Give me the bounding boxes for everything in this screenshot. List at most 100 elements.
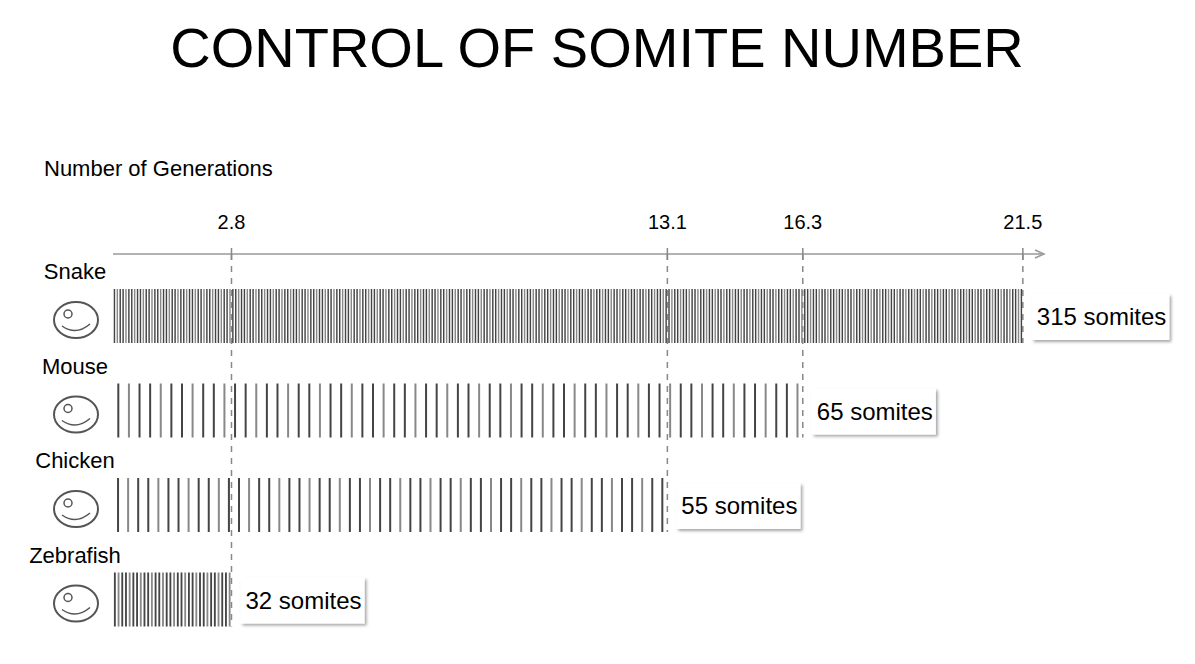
- somite-stripe: [995, 289, 996, 343]
- somite-stripe: [203, 289, 204, 343]
- somite-stripe: [712, 384, 714, 438]
- somite-stripe: [316, 289, 317, 343]
- somite-stripe: [974, 289, 975, 343]
- icon-detail: [62, 608, 90, 615]
- somite-stripe: [322, 289, 323, 343]
- somite-stripe: [530, 289, 531, 343]
- somite-stripe: [414, 384, 416, 438]
- somite-stripe: [700, 289, 701, 343]
- somite-stripe: [361, 384, 363, 438]
- somite-stripe: [507, 289, 508, 343]
- somite-stripe: [801, 289, 802, 343]
- somite-stripe: [576, 289, 577, 343]
- somite-stripe: [1006, 289, 1007, 343]
- somite-stripe: [556, 289, 557, 343]
- somite-stripe: [590, 289, 591, 343]
- somite-stripe: [492, 289, 493, 343]
- somite-stripe: [258, 289, 259, 343]
- somite-stripe: [510, 478, 512, 532]
- somite-stripe: [642, 289, 643, 343]
- somite-stripe: [951, 289, 952, 343]
- icon-body: [54, 397, 98, 433]
- somite-stripe: [733, 384, 735, 438]
- somite-stripe: [868, 289, 869, 343]
- somite-stripe: [641, 478, 643, 532]
- icon-eye: [64, 594, 72, 602]
- somite-stripe: [151, 573, 153, 627]
- somite-stripe: [167, 478, 169, 532]
- somite-stripes: [115, 573, 230, 627]
- bar: [113, 573, 231, 627]
- somite-stripe: [238, 478, 240, 532]
- grid-line: [802, 254, 804, 438]
- somite-stripe: [490, 478, 492, 532]
- somite-stripe: [443, 289, 444, 343]
- somite-stripe: [339, 478, 341, 532]
- somite-stripe: [749, 289, 750, 343]
- somite-stripe: [616, 289, 617, 343]
- somite-stripe: [399, 478, 401, 532]
- somite-stripe: [408, 289, 409, 343]
- somite-stripe: [879, 289, 880, 343]
- somite-stripe: [145, 289, 146, 343]
- somite-stripe: [252, 289, 253, 343]
- somite-stripe: [542, 384, 544, 438]
- somite-stripe: [356, 289, 357, 343]
- somite-stripe: [717, 289, 718, 343]
- somite-stripe: [683, 289, 684, 343]
- x-axis-arrow: [1035, 250, 1044, 258]
- somite-stripe: [925, 289, 926, 343]
- somite-stripe: [613, 289, 614, 343]
- somite-stripe: [463, 289, 464, 343]
- somite-stripe: [234, 384, 236, 438]
- somite-stripe: [293, 289, 294, 343]
- somite-stripe: [500, 478, 502, 532]
- somite-stripe: [690, 384, 692, 438]
- somite-stripe: [1015, 289, 1016, 343]
- somite-stripe: [151, 289, 152, 343]
- somite-stripe: [715, 289, 716, 343]
- somite-stripe: [980, 289, 981, 343]
- grid-line: [231, 254, 233, 627]
- somite-stripe: [943, 289, 944, 343]
- somite-stripe: [611, 478, 613, 532]
- somite-stripe: [512, 289, 513, 343]
- somite-stripe: [659, 384, 661, 438]
- somite-stripe: [601, 478, 603, 532]
- somite-stripe: [535, 289, 536, 343]
- somite-stripe: [460, 478, 462, 532]
- somite-stripe: [772, 289, 773, 343]
- somite-stripe: [385, 289, 386, 343]
- somite-stripe: [209, 289, 210, 343]
- somite-stripe: [775, 384, 777, 438]
- somite-stripe: [1021, 289, 1022, 343]
- somite-stripe: [157, 478, 159, 532]
- somite-stripe: [902, 289, 903, 343]
- somite-stripe: [215, 289, 216, 343]
- somite-stripe: [117, 478, 119, 532]
- somite-stripe: [313, 289, 314, 343]
- somite-stripe: [122, 289, 123, 343]
- somite-stripe: [248, 478, 250, 532]
- somite-stripe: [181, 573, 183, 627]
- somite-stripe: [192, 289, 193, 343]
- category-label: Zebrafish: [29, 543, 121, 568]
- somite-stripe: [842, 289, 843, 343]
- somite-stripe: [197, 289, 198, 343]
- somite-stripe: [758, 289, 759, 343]
- somite-stripe: [140, 573, 142, 627]
- somite-stripe: [333, 289, 334, 343]
- somite-stripe: [119, 289, 120, 343]
- somite-stripe: [278, 478, 280, 532]
- somite-stripe: [247, 289, 248, 343]
- somite-stripe: [625, 289, 626, 343]
- somite-stripe: [611, 289, 612, 343]
- somite-stripe: [281, 289, 282, 343]
- somite-stripe: [450, 478, 452, 532]
- somite-stripe: [157, 289, 158, 343]
- somite-stripe: [154, 289, 155, 343]
- somite-stripe: [171, 289, 172, 343]
- somite-stripe: [680, 289, 681, 343]
- somite-stripe: [319, 478, 321, 532]
- x-axis-line: [113, 253, 1044, 255]
